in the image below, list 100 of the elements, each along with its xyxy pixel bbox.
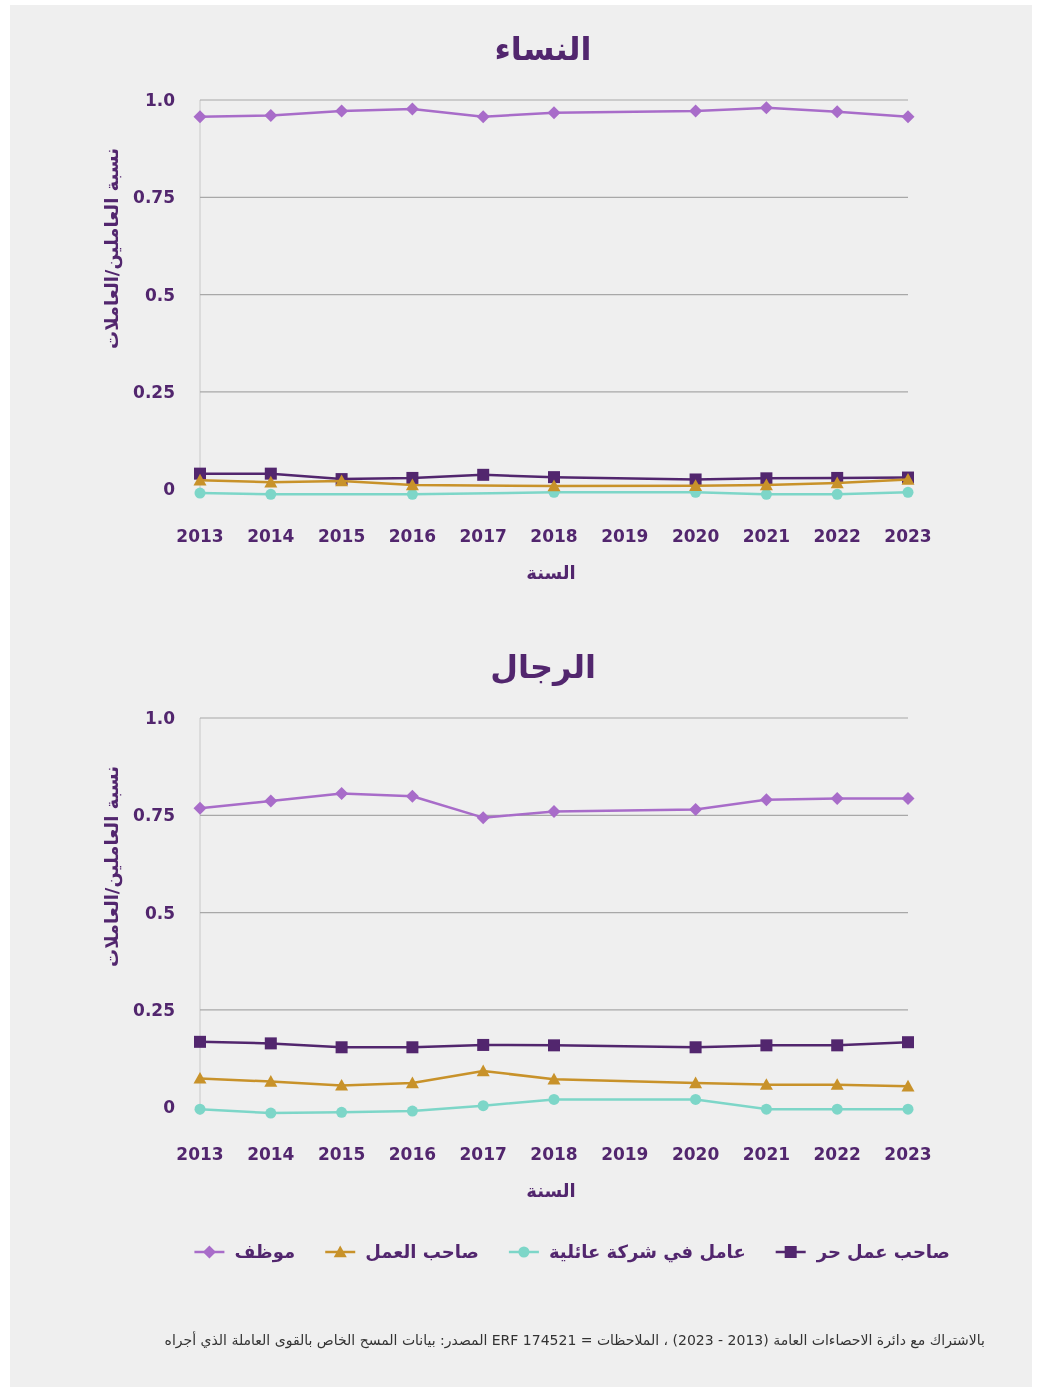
text: بالاشتراك مع دائرة الاحصاءات العامة (2013 - 2023) ، الملاحظات = ERF 174521 المصدر: بيانات المسح الخاص بالقوى العاملة الذي أجراه — [164, 1331, 985, 1349]
x-tick-label: 2015 — [317, 1144, 366, 1164]
legend-label: صاحب العمل — [365, 1241, 479, 1263]
point — [760, 1103, 772, 1115]
point — [689, 1041, 702, 1054]
point — [830, 1078, 844, 1090]
point — [264, 1075, 278, 1087]
x-tick-label: 2019 — [601, 526, 649, 546]
x-tick-label: 2023 — [884, 1144, 932, 1164]
point — [690, 1093, 702, 1105]
point — [265, 1107, 277, 1119]
legend-label: موظف — [234, 1241, 296, 1264]
point — [830, 792, 844, 806]
point — [194, 1035, 206, 1048]
point — [901, 1079, 915, 1092]
point — [265, 488, 277, 500]
point — [689, 802, 703, 816]
point — [264, 109, 278, 123]
x-tick-label: 2020 — [671, 526, 720, 546]
point — [902, 1036, 914, 1049]
point — [405, 789, 419, 803]
point — [264, 1037, 277, 1050]
y-tick-label: 0.75 — [133, 187, 175, 208]
x-axis-title: السنة — [526, 1180, 576, 1201]
point — [264, 467, 277, 480]
point — [760, 1039, 773, 1052]
point — [405, 478, 419, 491]
point — [547, 106, 561, 120]
legend-label: صاحب عمل حر — [815, 1241, 950, 1264]
point — [759, 478, 773, 491]
y-tick-label: 1.0 — [144, 89, 176, 110]
point — [264, 475, 278, 488]
point — [901, 792, 915, 806]
point — [476, 1064, 490, 1077]
y-tick-label: 0 — [163, 1097, 176, 1118]
point — [476, 110, 490, 124]
point — [477, 468, 490, 481]
x-tick-label: 2013 — [176, 526, 224, 546]
x-tick-label: 2014 — [247, 526, 295, 546]
point — [548, 1093, 560, 1105]
point — [193, 110, 207, 124]
x-tick-label: 2021 — [742, 526, 791, 546]
point — [335, 1041, 348, 1054]
chart-title: النساء — [494, 30, 592, 68]
y-axis-title: نسبة العاملين/العاملات — [101, 766, 123, 967]
point — [335, 104, 349, 118]
point — [689, 104, 703, 118]
x-tick-label: 2022 — [813, 526, 861, 546]
point — [193, 801, 207, 815]
y-tick-label: 0.5 — [144, 284, 175, 305]
point — [759, 101, 773, 115]
point — [476, 811, 490, 825]
point — [901, 110, 915, 124]
x-tick-label: 2016 — [388, 1144, 437, 1164]
y-tick-label: 0.25 — [133, 999, 175, 1020]
point — [336, 1106, 348, 1118]
x-tick-label: 2014 — [247, 1144, 295, 1164]
point — [335, 1078, 349, 1091]
x-tick-label: 2020 — [671, 1144, 720, 1164]
point — [830, 476, 844, 489]
chart-title: الرجال — [490, 648, 596, 686]
y-tick-label: 0.25 — [133, 381, 175, 402]
x-tick-label: 2016 — [388, 526, 437, 546]
point — [264, 794, 278, 808]
x-tick-label: 2018 — [530, 526, 578, 546]
y-tick-label: 0.75 — [133, 805, 175, 826]
point — [547, 804, 561, 818]
point — [830, 105, 844, 119]
point — [759, 793, 773, 807]
point — [547, 479, 561, 492]
point — [194, 1103, 206, 1115]
point — [477, 1038, 490, 1051]
x-axis-title: السنة — [526, 562, 576, 583]
x-tick-label: 2017 — [459, 526, 507, 546]
point — [406, 1105, 418, 1117]
point — [831, 488, 843, 500]
point — [477, 1100, 489, 1112]
point — [831, 1039, 844, 1052]
x-tick-label: 2021 — [742, 1144, 791, 1164]
y-axis-title: نسبة العاملين/العاملات — [101, 148, 123, 349]
point — [405, 1076, 419, 1089]
x-tick-label: 2013 — [176, 1144, 224, 1164]
legend-label: عامل في شركة عائلية — [548, 1241, 746, 1264]
point — [831, 1103, 843, 1115]
point — [902, 1103, 914, 1115]
x-tick-label: 2023 — [884, 526, 932, 546]
point — [406, 1041, 419, 1054]
x-tick-label: 2017 — [459, 1144, 507, 1164]
y-tick-label: 0.5 — [144, 902, 175, 923]
point — [194, 487, 206, 499]
point — [547, 1072, 561, 1085]
point — [405, 102, 419, 116]
x-tick-label: 2022 — [813, 1144, 861, 1164]
point — [548, 471, 560, 484]
point — [548, 1039, 560, 1052]
point — [759, 1078, 773, 1090]
x-tick-label: 2019 — [601, 1144, 649, 1164]
point — [689, 1076, 703, 1089]
point — [193, 1071, 207, 1084]
point — [902, 486, 914, 498]
